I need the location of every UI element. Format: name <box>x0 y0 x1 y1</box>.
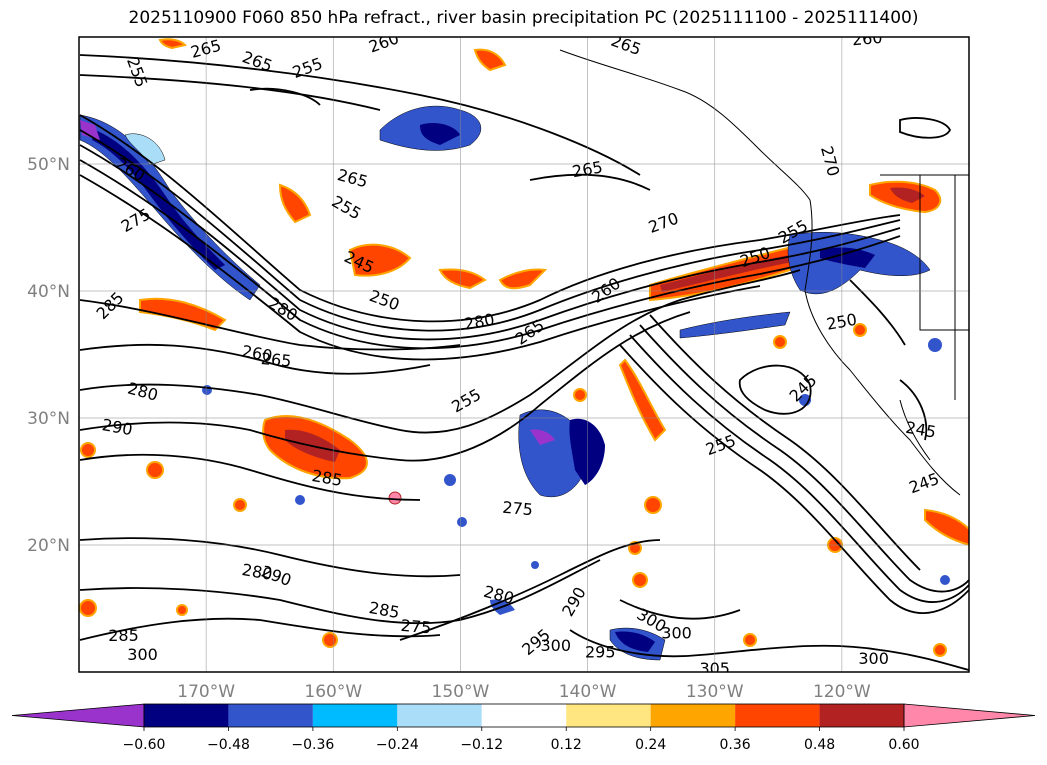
contour-label: 275 <box>502 498 534 520</box>
contour-label: 300 <box>661 623 692 642</box>
contour-label: 305 <box>699 659 730 678</box>
contour-label: 270 <box>817 144 843 178</box>
contour-label: 265 <box>608 31 643 59</box>
lat-tick-label: 30°N <box>27 409 70 429</box>
contour-label: 295 <box>585 642 616 661</box>
contour-label: 265 <box>571 157 604 181</box>
longitude-labels: 170°W 160°W 150°W 140°W 130°W 120°W <box>177 682 871 702</box>
colorbar-segment <box>566 704 651 727</box>
colorbar-tick-label: −0.60 <box>123 737 166 753</box>
contour-label: 275 <box>400 616 432 638</box>
contour-label: 280 <box>265 293 301 325</box>
colorbar-extend-high <box>903 703 1036 728</box>
lat-tick-label: 40°N <box>27 282 70 302</box>
contour-label: 290 <box>101 415 134 439</box>
lat-tick-label: 50°N <box>27 155 70 175</box>
lat-tick-label: 20°N <box>27 536 70 556</box>
contour-label: 265 <box>260 349 292 371</box>
refractivity-contours <box>79 54 969 671</box>
contour-label: 275 <box>118 204 154 236</box>
contour-label: 255 <box>329 192 365 224</box>
map-frame <box>78 36 970 673</box>
contour-label: 265 <box>335 165 369 191</box>
lon-tick-label: 130°W <box>686 682 744 702</box>
contour-label: 300 <box>127 645 158 664</box>
precip-pc-shading <box>79 38 969 661</box>
contour-label: 245 <box>904 418 937 442</box>
contour-label: 290 <box>558 584 590 620</box>
contour-label: 285 <box>93 288 128 323</box>
colorbar-tick-label: 0.48 <box>804 737 835 753</box>
colorbar-tick-label: 0.60 <box>888 737 919 753</box>
lon-tick-label: 160°W <box>304 682 362 702</box>
colorbar-tick-label: 0.12 <box>551 737 582 753</box>
coastline <box>559 49 969 496</box>
contour-label: 285 <box>368 598 401 622</box>
map-title: 2025110900 F060 850 hPa refract., river … <box>128 8 919 28</box>
contour-label: 250 <box>367 286 402 314</box>
colorbar-extend-low <box>11 703 145 728</box>
latitude-labels: 50°N 40°N 30°N 20°N <box>27 155 70 556</box>
colorbar-segment <box>312 704 398 727</box>
colorbar-segment <box>735 704 820 727</box>
contour-label: 260 <box>366 28 401 56</box>
lon-tick-label: 150°W <box>432 682 490 702</box>
colorbar-outline <box>143 703 905 728</box>
contour-label: 270 <box>646 209 681 237</box>
contour-label: 300 <box>858 649 889 668</box>
colorbar-tick-label: 0.24 <box>635 737 666 753</box>
gridlines <box>79 37 969 672</box>
colorbar-segment <box>397 704 482 727</box>
contour-label: 280 <box>126 379 160 405</box>
colorbar-segment <box>228 704 313 727</box>
contour-label: 265 <box>240 47 275 75</box>
contour-label: 260 <box>851 28 883 50</box>
colorbar-tick-label: −0.36 <box>291 737 334 753</box>
colorbar-segment <box>481 704 567 727</box>
contour-label: 280 <box>482 582 516 608</box>
colorbar-segment <box>650 704 736 727</box>
contour-label: 255 <box>123 55 151 90</box>
lon-tick-label: 120°W <box>813 682 871 702</box>
contour-label: 245 <box>785 371 820 406</box>
colorbar-tick-label: −0.24 <box>376 737 419 753</box>
contour-label: 285 <box>310 466 343 490</box>
contour-label: 265 <box>512 316 548 349</box>
contour-label: 245 <box>907 469 942 497</box>
contour-label: 300 <box>541 636 572 655</box>
contour-label: 255 <box>703 431 738 459</box>
contour-label: 285 <box>108 626 139 645</box>
contour-label: 265 <box>189 36 223 62</box>
lon-tick-label: 170°W <box>177 682 235 702</box>
lon-tick-label: 140°W <box>559 682 617 702</box>
colorbar-segment <box>144 704 229 727</box>
contour-label: 280 <box>463 310 496 334</box>
colorbar-tick-label: −0.48 <box>207 737 250 753</box>
contour-label: 255 <box>448 385 484 417</box>
colorbar-segment <box>819 704 904 727</box>
colorbar: −0.60 −0.48 −0.36 −0.24 −0.12 0.12 0.24 0.36 0.4… <box>11 703 1036 753</box>
colorbar-tick-label: 0.36 <box>720 737 751 753</box>
colorbar-tick-label: −0.12 <box>460 737 503 753</box>
contour-label: 290 <box>259 562 294 590</box>
